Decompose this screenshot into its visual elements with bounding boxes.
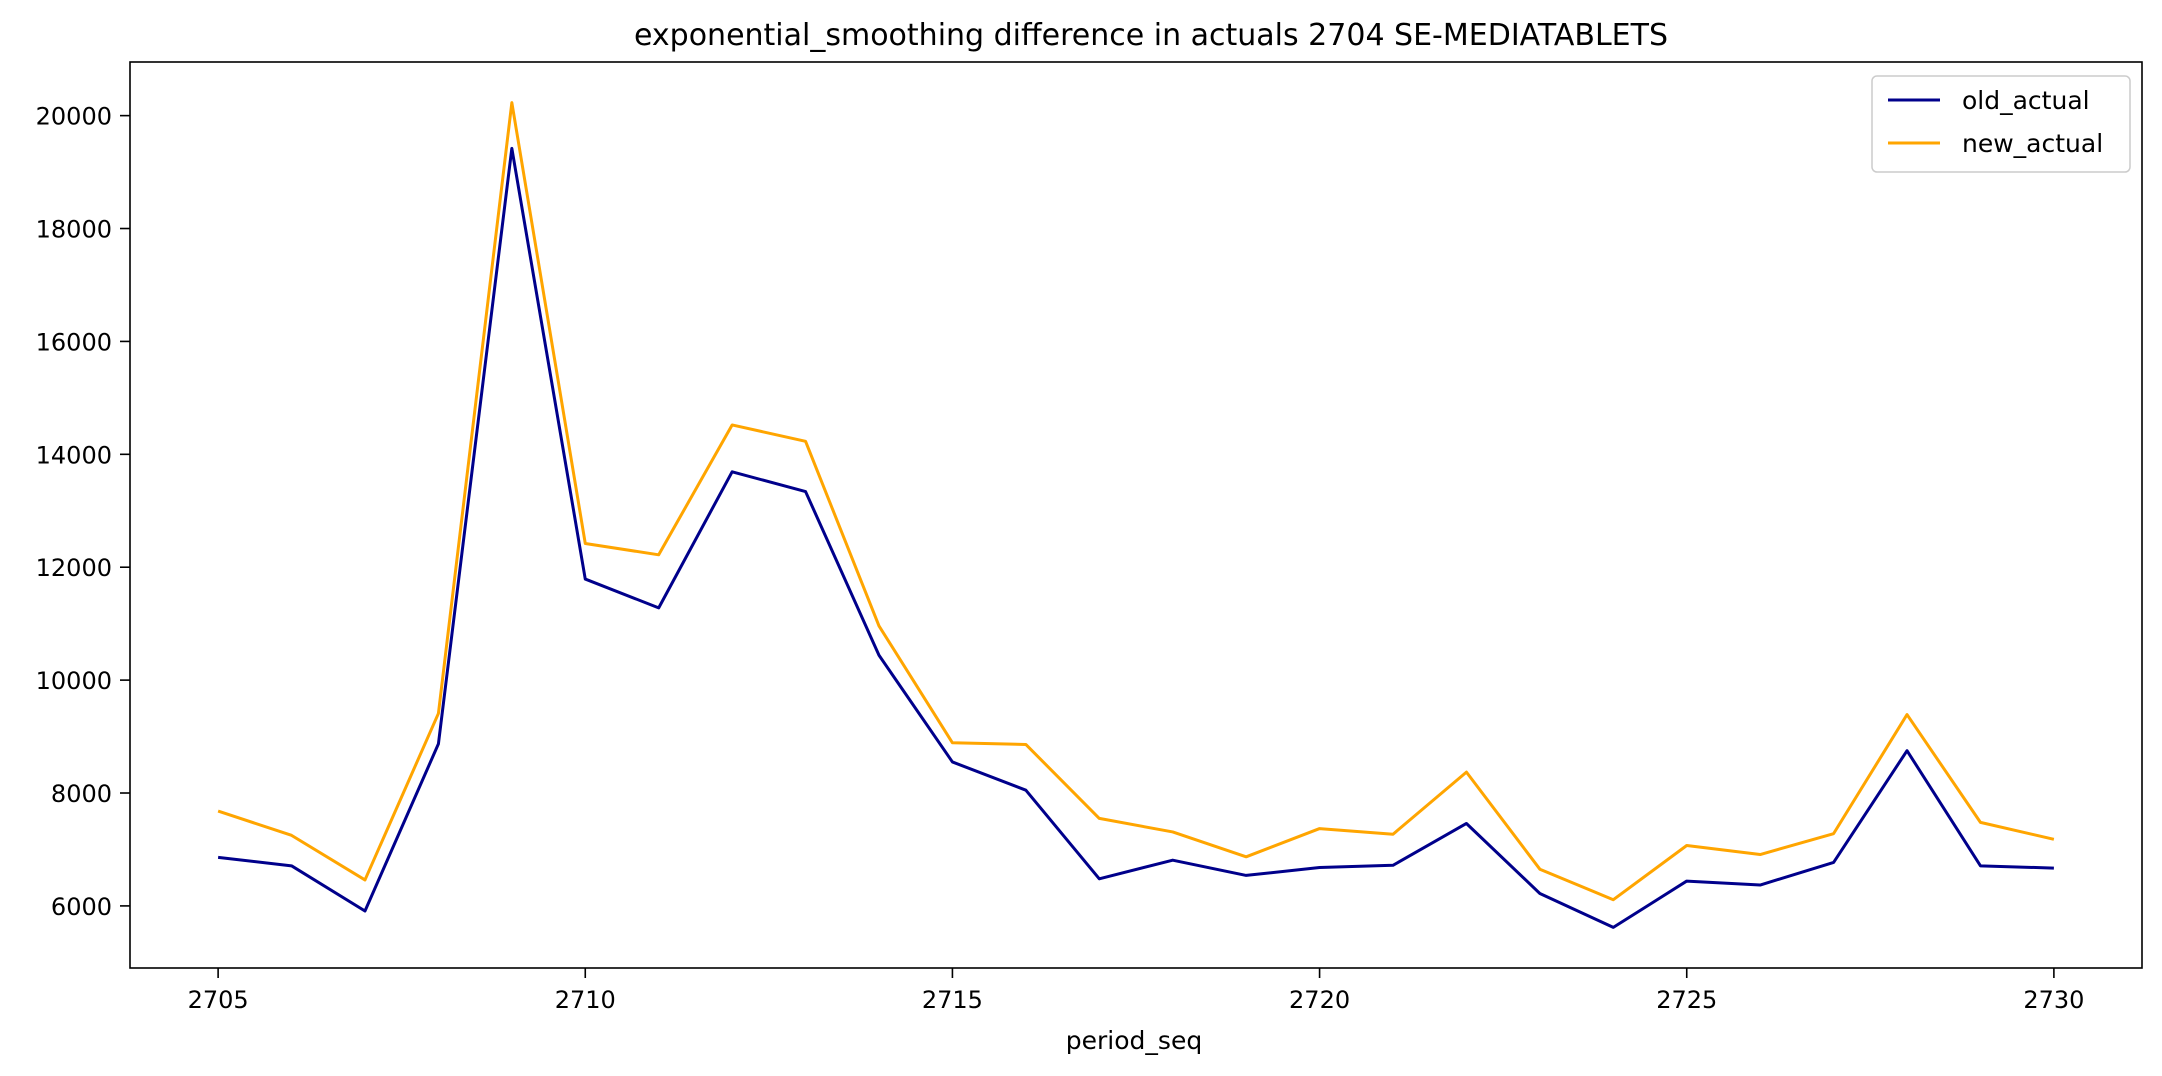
y-tick-label: 20000 [36, 103, 112, 131]
y-tick-label: 6000 [51, 893, 112, 921]
y-tick-label: 18000 [36, 216, 112, 244]
x-axis-label: period_seq [1066, 1026, 1202, 1055]
x-tick-label: 2725 [1656, 986, 1717, 1014]
x-tick-label: 2720 [1289, 986, 1350, 1014]
chart-title: exponential_smoothing difference in actu… [634, 18, 1668, 53]
y-tick-label: 10000 [36, 667, 112, 695]
x-tick-label: 2730 [2023, 986, 2084, 1014]
y-tick-label: 14000 [36, 441, 112, 469]
x-tick-label: 2705 [188, 986, 249, 1014]
y-tick-label: 8000 [51, 780, 112, 808]
plot-area: 2705 2710 2715 2720 2725 2730 6000 8000 10000 120… [36, 61, 2143, 1014]
y-tick-label: 12000 [36, 554, 112, 582]
series-line-old_actual [217, 146, 2054, 929]
legend-label-new_actual: new_actual [1962, 129, 2103, 158]
legend-label-old_actual: old_actual [1962, 86, 2090, 115]
legend: old_actual new_actual [1871, 75, 2131, 173]
x-tick-label: 2715 [922, 986, 983, 1014]
y-tick-label: 16000 [36, 328, 112, 356]
x-tick-label: 2710 [555, 986, 616, 1014]
series-line-new_actual [217, 101, 2055, 902]
axes-frame [129, 61, 2143, 969]
